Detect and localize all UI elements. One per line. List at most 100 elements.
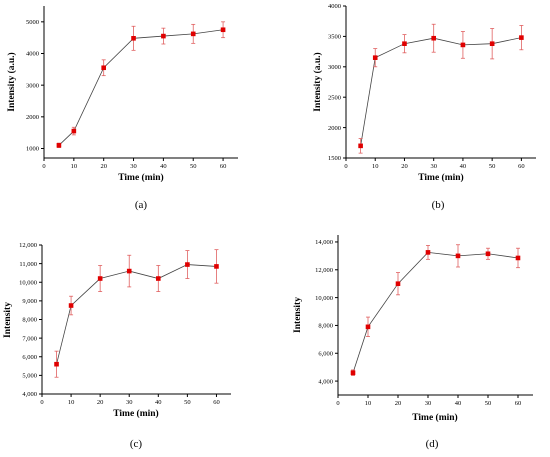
series-line [58,29,224,146]
series-line [56,264,217,365]
data-point [402,41,407,46]
panel-label: (a) [135,199,148,211]
y-tick-label: 9,000 [22,298,37,305]
x-tick-label: 30 [425,400,432,407]
y-tick-label: 8,000 [318,323,333,330]
y-tick-label: 7,000 [22,335,37,342]
y-ticks: 1500 2000 2500 3000 3500 4000 [328,3,346,162]
data-points [54,262,219,367]
y-tick-label: 4000 [26,51,39,58]
x-tick-label: 50 [485,400,492,407]
data-point [365,324,371,330]
data-point [214,264,219,269]
y-ticks: 4,000 6,000 8,000 10,000 12,000 14,000 [315,239,338,385]
x-tick-label: 30 [430,163,437,170]
data-point [190,31,196,37]
series-line [360,37,522,146]
y-tick-label: 10,000 [19,279,37,286]
y-axis-title: Intensity (a.u.) [312,52,323,111]
y-tick-label: 8,000 [22,317,37,324]
x-tick-label: 60 [518,163,525,170]
data-point [485,251,491,257]
x-tick-label: 0 [42,163,45,170]
x-tick-label: 40 [455,400,462,407]
data-point [56,143,62,148]
y-tick-label: 5000 [26,19,39,26]
x-tick-label: 30 [130,163,137,170]
chart-panel-c: 0 10 20 30 40 50 60 4,000 5,000 6,000 7,000 8,000 9… [3,242,231,450]
x-tick-label: 40 [160,163,167,170]
y-tick-label: 12,000 [19,242,37,249]
x-tick-label: 30 [126,399,133,406]
x-axis-title: Time (min) [113,408,158,419]
x-tick-label: 60 [213,399,220,406]
x-tick-label: 0 [344,163,347,170]
data-point [71,128,77,134]
x-ticks: 0 10 20 30 40 50 60 [336,395,521,407]
x-tick-label: 0 [336,400,339,407]
panel-label: (d) [426,438,439,450]
x-axis-title: Time (min) [412,412,457,423]
x-tick-label: 20 [401,163,408,170]
y-tick-label: 6,000 [318,350,333,357]
y-tick-label: 5,000 [22,373,37,380]
data-points [358,35,524,149]
data-point [395,281,401,286]
x-tick-label: 50 [489,163,496,170]
data-point [515,255,521,261]
x-axis-title: Time (min) [118,172,163,183]
data-point [350,370,356,376]
x-tick-label: 60 [515,400,522,407]
x-tick-label: 20 [100,163,107,170]
error-bars [54,249,219,378]
panel-label: (b) [432,199,445,211]
x-tick-label: 10 [71,163,78,170]
data-point [425,250,431,255]
data-point [54,361,59,367]
chart-panel-a: 0 10 20 30 40 50 60 1000 2000 3000 4000 5000 Time … [6,6,238,211]
y-tick-label: 1000 [26,146,39,153]
y-tick-label: 2000 [328,125,341,132]
x-ticks: 0 10 20 30 40 50 60 [40,394,220,406]
data-point [68,303,74,308]
x-tick-label: 40 [155,399,162,406]
y-axis-title: Intensity [3,302,13,338]
data-point [489,41,495,46]
x-tick-label: 50 [190,163,197,170]
y-tick-label: 14,000 [315,239,333,246]
data-point [161,33,166,39]
data-point [358,143,363,149]
data-point [131,36,136,41]
x-tick-label: 60 [220,163,227,170]
data-point [97,276,103,281]
x-tick-label: 50 [184,399,191,406]
x-tick-label: 10 [372,163,379,170]
y-tick-label: 11,000 [19,261,37,268]
data-point [431,35,436,41]
y-tick-label: 2000 [26,114,39,121]
y-tick-label: 4,000 [22,391,37,398]
x-tick-label: 0 [40,399,43,406]
y-ticks: 1000 2000 3000 4000 5000 [26,19,44,153]
y-tick-label: 4,000 [318,378,333,385]
chart-panel-d: 0 10 20 30 40 50 60 4,000 6,000 8,000 10,000 12,00… [293,235,533,450]
y-tick-label: 1500 [328,155,341,162]
chart-panel-b: 0 10 20 30 40 50 60 1500 2000 2500 3000 3500 4000 T… [312,3,536,211]
data-point [156,276,161,281]
y-tick-label: 3500 [328,34,341,41]
error-bars [56,21,226,148]
y-tick-label: 6,000 [22,354,37,361]
data-point [101,65,106,71]
y-tick-label: 3000 [328,64,341,71]
data-points [56,27,226,148]
x-tick-label: 10 [68,399,75,406]
y-tick-label: 10,000 [315,295,333,302]
data-point [460,42,466,48]
data-points [350,250,521,376]
data-point [519,35,524,40]
y-tick-label: 12,000 [315,267,333,274]
error-bars [351,244,520,376]
y-ticks: 4,000 5,000 6,000 7,000 8,000 9,000 10,000 11,0… [19,242,42,398]
x-tick-label: 40 [460,163,467,170]
